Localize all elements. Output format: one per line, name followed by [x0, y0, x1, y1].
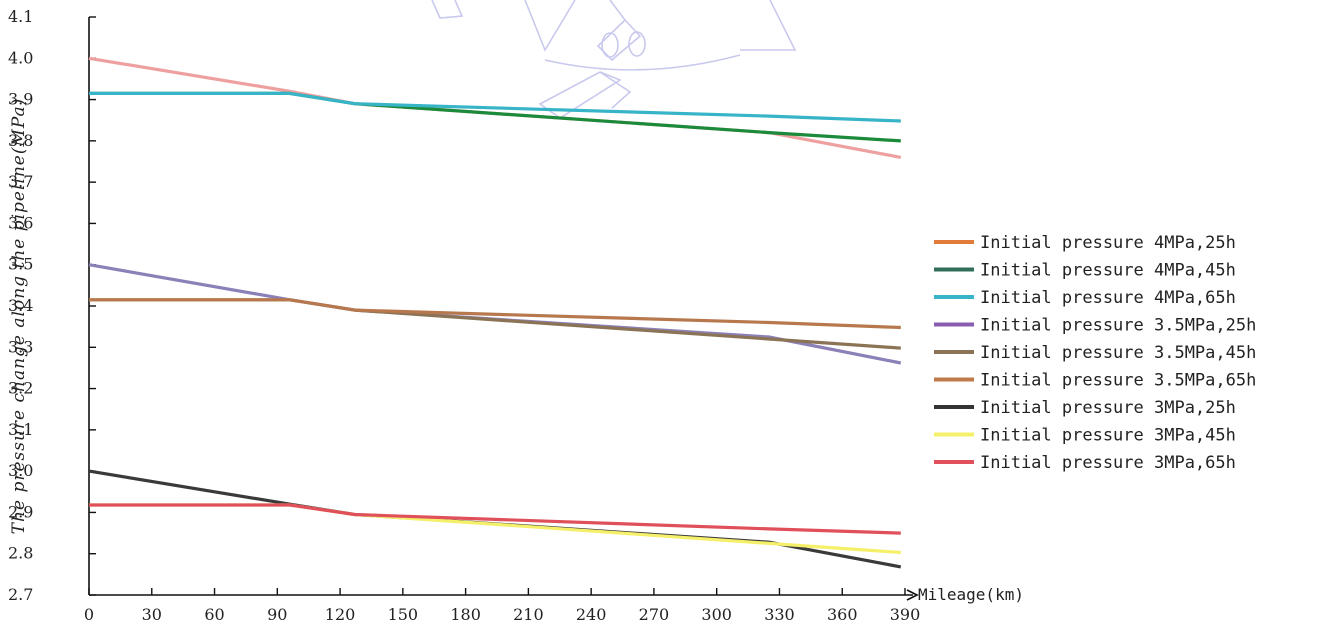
- x-axis-arrow: [906, 589, 919, 601]
- y-tick-label: 4.0: [8, 48, 33, 67]
- y-tick-label: 3.9: [8, 90, 33, 109]
- x-tick-label: 150: [388, 605, 419, 624]
- legend-label: Initial pressure 3MPa,25h: [980, 398, 1236, 418]
- y-tick-label: 2.9: [8, 502, 33, 521]
- legend-label: Initial pressure 3.5MPa,45h: [980, 343, 1256, 363]
- legend-label: Initial pressure 3.5MPa,65h: [980, 371, 1256, 391]
- x-tick-label: 240: [576, 605, 607, 624]
- legend-label: Initial pressure 3MPa,65h: [980, 453, 1236, 473]
- y-tick-label: 3.8: [8, 131, 33, 150]
- series-line-3: [89, 91, 901, 123]
- y-tick-label: 3.2: [8, 379, 33, 398]
- legend-label: Initial pressure 3.5MPa,25h: [980, 316, 1256, 336]
- axes: 2.7 2.8 2.9 3.0 3.1 3.2 3.3 3.4 3.5 3.6 3.7 3.8 3.9 4…: [8, 7, 1024, 624]
- x-tick-label: 30: [142, 605, 162, 624]
- y-tick-label: 2.7: [8, 585, 33, 604]
- x-axis-label: Mileage(km): [918, 585, 1024, 604]
- y-tick-label: 3.7: [8, 172, 33, 191]
- legend: Initial pressure 4MPa,25h Initial pressur…: [934, 233, 1256, 473]
- y-tick-label: 2.8: [8, 544, 33, 563]
- y-axis-label: The pressure change along the pipeline(M…: [9, 98, 29, 535]
- x-tick-label: 270: [639, 605, 670, 624]
- x-tick-label: 300: [701, 605, 732, 624]
- y-tick-label: 3.4: [8, 296, 33, 315]
- y-tick-label: 3.1: [8, 420, 33, 439]
- university-seal-watermark: [431, 0, 797, 119]
- y-tick-label: 3.3: [8, 337, 33, 356]
- y-tick-label: 3.6: [8, 213, 33, 232]
- series-layer: [88, 56, 902, 569]
- y-tick-label: 3.0: [8, 461, 33, 480]
- y-tick-label: 4.1: [8, 7, 33, 26]
- legend-label: Initial pressure 4MPa,25h: [980, 233, 1236, 253]
- y-tick-label: 3.5: [8, 255, 33, 274]
- x-tick-label: 360: [827, 605, 858, 624]
- x-tick-label: 120: [325, 605, 356, 624]
- legend-label: Initial pressure 4MPa,65h: [980, 288, 1236, 308]
- series-line-6: [89, 298, 901, 330]
- legend-label: Initial pressure 3MPa,45h: [980, 426, 1236, 446]
- x-tick-label: 0: [84, 605, 94, 624]
- series-line-9: [89, 503, 901, 535]
- x-tick-label: 390: [890, 605, 921, 624]
- x-tick-label: 180: [450, 605, 481, 624]
- legend-label: Initial pressure 4MPa,45h: [980, 261, 1236, 281]
- x-tick-label: 60: [204, 605, 224, 624]
- x-tick-label: 90: [267, 605, 287, 624]
- x-tick-label: 210: [513, 605, 544, 624]
- x-tick-label: 330: [764, 605, 795, 624]
